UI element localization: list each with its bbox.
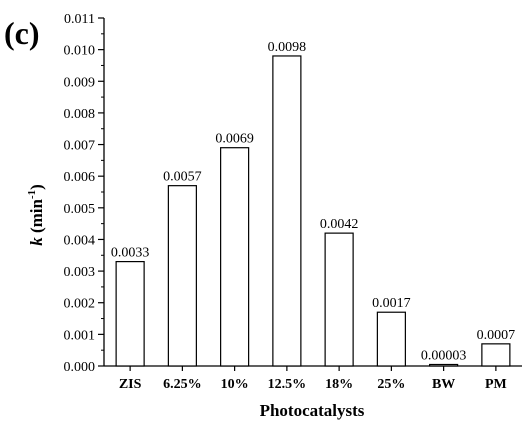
y-axis-unit: (min	[27, 199, 46, 238]
data-label: 0.0069	[215, 132, 254, 147]
y-tick-label: 0.006	[64, 170, 96, 185]
y-tick-label: 0.002	[64, 297, 96, 312]
y-axis-symbol: k	[27, 237, 46, 246]
data-label: 0.0007	[477, 328, 516, 343]
bar-6-25-	[167, 185, 197, 367]
y-tick-label: 0.003	[64, 265, 96, 280]
y-tick-label: 0.009	[64, 75, 96, 90]
x-axis-title: Photocatalysts	[260, 401, 365, 420]
bar-pm	[481, 343, 511, 367]
y-axis-unit-exponent: -1	[26, 190, 38, 199]
y-tick-label: 0.011	[64, 12, 95, 27]
y-tick-label: 0.007	[64, 139, 96, 154]
y-tick-label: 0.001	[64, 328, 96, 343]
x-tick-label: BW	[432, 377, 455, 392]
x-tick-label: 18%	[325, 377, 353, 392]
bar-10-	[220, 147, 250, 367]
x-tick-label: 12.5%	[268, 377, 307, 392]
y-axis-unit-close: )	[27, 184, 46, 190]
x-tick-label: ZIS	[119, 377, 142, 392]
bar-12-5-	[272, 55, 302, 367]
data-label: 0.0042	[320, 217, 359, 232]
y-axis-title: k (min-1)	[26, 184, 46, 246]
data-label: 0.0017	[372, 296, 411, 311]
x-tick-label: 10%	[221, 377, 249, 392]
x-tick-label: PM	[485, 377, 507, 392]
y-tick-label: 0.005	[64, 202, 96, 217]
y-tick-label: 0.008	[64, 107, 96, 122]
bar-25-	[376, 311, 406, 367]
bar-18-	[324, 232, 354, 367]
y-tick-label: 0.004	[64, 233, 96, 248]
data-label: 0.0057	[163, 170, 202, 185]
bar-zis	[115, 261, 145, 367]
data-label: 0.0033	[111, 246, 150, 261]
x-tick-label: 25%	[377, 377, 405, 392]
plot-area: 0.000 0.001 0.002 0.003 0.004 0.005 0.006 0.007…	[64, 12, 522, 392]
y-tick-label: 0.000	[64, 360, 96, 375]
data-label: 0.00003	[421, 349, 467, 364]
y-tick-label: 0.010	[64, 44, 96, 59]
data-label: 0.0098	[268, 40, 307, 55]
bar-bw	[429, 363, 459, 367]
x-tick-label: 6.25%	[163, 377, 202, 392]
panel-label: (c)	[4, 15, 40, 51]
